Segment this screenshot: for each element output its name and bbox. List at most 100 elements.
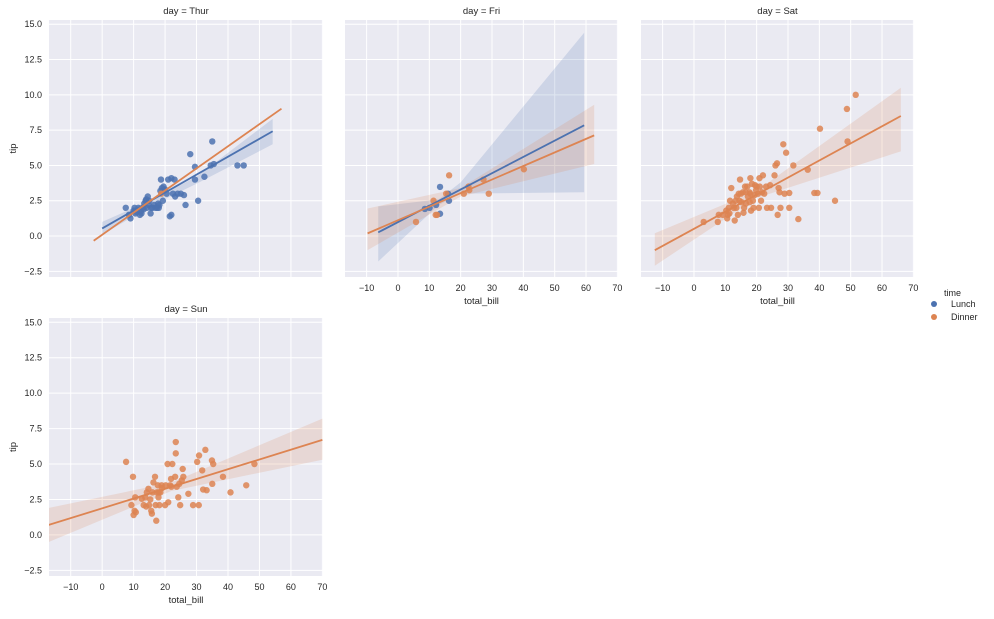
data-point-dinner — [736, 176, 744, 183]
data-point-dinner — [195, 501, 202, 509]
y-axis-label: tip — [8, 442, 19, 452]
x-tick-label: 0 — [691, 283, 696, 293]
data-point-dinner — [749, 197, 757, 204]
data-point-dinner — [175, 494, 182, 501]
y-tick-label: 7.5 — [29, 424, 42, 434]
data-point-lunch — [122, 204, 129, 212]
data-point-dinner — [757, 197, 765, 204]
legend-marker-lunch — [931, 301, 937, 307]
facet-panel-1: −2.5 0.0 2.5 5.0 7.5 10.0 12.5 15.0 day = Thur ti… — [8, 6, 323, 277]
x-tick-label: −10 — [655, 283, 670, 293]
facet-panel-2: −10 0 10 20 30 40 50 60 70 day = Fri total_bill — [345, 6, 622, 307]
data-point-dinner — [786, 189, 793, 197]
data-point-dinner — [852, 91, 859, 99]
data-point-dinner — [747, 174, 754, 182]
y-tick-label: 12.5 — [24, 55, 42, 65]
data-point-lunch — [187, 150, 194, 158]
y-tick-label: 10.0 — [24, 90, 42, 100]
data-point-dinner — [227, 489, 234, 496]
y-tick-label: 0.0 — [29, 530, 42, 540]
facet-panel-3: −10 0 10 20 30 40 50 60 70 day = Sat total_bill — [641, 6, 918, 307]
regression-line-dinner — [49, 439, 323, 526]
data-point-dinner — [165, 499, 172, 506]
x-axis-label: total_bill — [760, 296, 795, 307]
data-point-dinner — [162, 482, 169, 489]
facet-title: day = Thur — [163, 6, 209, 17]
data-point-dinner — [485, 190, 492, 197]
x-tick-label: 40 — [814, 283, 824, 293]
y-tick-label: 15.0 — [24, 19, 42, 29]
y-tick-label: 10.0 — [24, 388, 42, 398]
y-tick-label: 5.0 — [29, 160, 42, 170]
y-tick-label: 2.5 — [29, 494, 42, 504]
data-point-dinner — [132, 509, 140, 516]
data-point-dinner — [243, 482, 250, 489]
y-tick-label: 0.0 — [29, 231, 42, 241]
regression-line-dinner — [93, 107, 282, 242]
y-tick-label: 7.5 — [29, 125, 42, 135]
y-tick-label: 5.0 — [29, 459, 42, 469]
x-tick-label: 20 — [752, 283, 762, 293]
confidence-band-dinner — [367, 104, 595, 251]
regression-line-dinner — [654, 115, 902, 251]
x-tick-label: 0 — [395, 283, 400, 293]
data-point-lunch — [159, 197, 167, 204]
data-point-dinner — [210, 460, 217, 468]
confidence-band-lunch — [378, 32, 585, 262]
data-point-dinner — [714, 218, 721, 226]
data-point-dinner — [209, 480, 216, 488]
data-point-dinner — [199, 467, 206, 474]
data-point-dinner — [731, 217, 738, 224]
data-point-dinner — [740, 209, 747, 216]
data-point-lunch — [147, 210, 154, 217]
data-point-dinner — [412, 218, 420, 226]
data-point-dinner — [203, 487, 210, 494]
data-point-dinner — [814, 189, 821, 197]
data-point-dinner — [153, 517, 160, 524]
data-point-dinner — [172, 450, 179, 457]
plot-area — [345, 20, 618, 277]
data-point-lunch — [209, 138, 216, 145]
data-point-lunch — [240, 162, 247, 169]
plot-marks — [93, 107, 282, 242]
data-point-dinner — [176, 501, 184, 509]
data-point-dinner — [734, 211, 742, 219]
data-point-dinner — [172, 438, 179, 446]
plot-area — [641, 20, 914, 277]
x-axis-label: total_bill — [169, 595, 204, 606]
y-tick-label: −2.5 — [24, 565, 42, 575]
plot-marks — [49, 418, 323, 542]
data-point-dinner — [122, 458, 130, 466]
x-tick-label: 70 — [612, 283, 622, 293]
data-point-dinner — [726, 210, 733, 217]
data-point-dinner — [128, 501, 135, 509]
x-tick-label: 30 — [487, 283, 497, 293]
y-tick-label: 2.5 — [29, 196, 42, 206]
x-tick-label: 40 — [223, 582, 233, 592]
data-point-dinner — [445, 172, 453, 179]
x-tick-label: 50 — [550, 283, 560, 293]
data-point-dinner — [750, 204, 757, 212]
data-point-dinner — [728, 184, 735, 192]
data-point-dinner — [164, 460, 171, 468]
data-point-lunch — [171, 176, 178, 183]
legend-marker-dinner — [931, 314, 937, 320]
data-point-lunch — [168, 211, 175, 219]
x-tick-label: 30 — [783, 283, 793, 293]
data-point-dinner — [202, 446, 209, 454]
data-point-dinner — [786, 204, 793, 212]
plot-area — [49, 318, 323, 576]
data-point-dinner — [795, 215, 802, 223]
plot-marks — [367, 32, 595, 262]
data-point-dinner — [180, 473, 187, 480]
x-tick-label: 10 — [129, 582, 139, 592]
data-point-dinner — [520, 166, 528, 173]
data-point-dinner — [179, 465, 186, 473]
x-tick-label: −10 — [63, 582, 78, 592]
x-tick-label: −10 — [359, 283, 374, 293]
regression-line-lunch — [101, 130, 274, 230]
data-point-dinner — [744, 183, 751, 190]
data-point-lunch — [180, 191, 188, 199]
data-point-dinner — [156, 501, 163, 509]
